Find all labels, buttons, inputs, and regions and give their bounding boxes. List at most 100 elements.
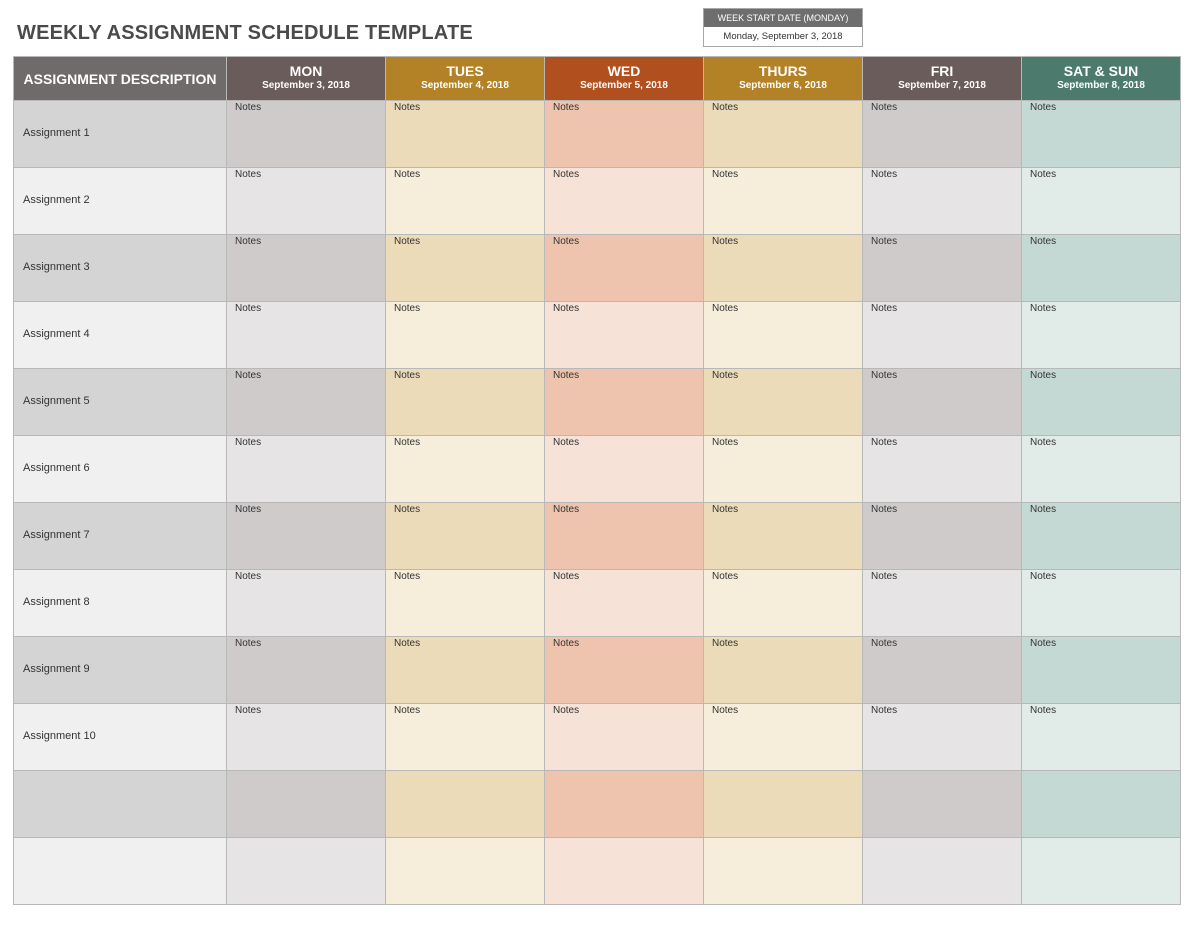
notes-cell-sat-sun[interactable] bbox=[1022, 771, 1181, 838]
notes-cell-thu[interactable]: Notes bbox=[704, 570, 863, 637]
notes-cell-mon[interactable]: Notes bbox=[227, 637, 386, 704]
assignment-description-cell[interactable]: Assignment 2 bbox=[14, 168, 227, 235]
notes-cell-thu[interactable]: Notes bbox=[704, 503, 863, 570]
notes-cell-thu[interactable]: Notes bbox=[704, 168, 863, 235]
assignment-description-cell[interactable]: Assignment 1 bbox=[14, 101, 227, 168]
notes-cell-mon[interactable]: Notes bbox=[227, 101, 386, 168]
notes-cell-tue[interactable]: Notes bbox=[386, 704, 545, 771]
notes-cell-tue[interactable]: Notes bbox=[386, 168, 545, 235]
page-title: WEEKLY ASSIGNMENT SCHEDULE TEMPLATE bbox=[17, 22, 473, 44]
notes-cell-thu[interactable]: Notes bbox=[704, 302, 863, 369]
notes-cell-thu[interactable] bbox=[704, 771, 863, 838]
notes-text: Notes bbox=[394, 236, 421, 247]
assignment-description-cell[interactable] bbox=[14, 838, 227, 905]
assignment-description-cell[interactable]: Assignment 5 bbox=[14, 369, 227, 436]
notes-cell-tue[interactable]: Notes bbox=[386, 235, 545, 302]
notes-cell-mon[interactable]: Notes bbox=[227, 503, 386, 570]
header-day-mon: MON September 3, 2018 bbox=[227, 57, 386, 101]
notes-cell-wed[interactable] bbox=[545, 771, 704, 838]
notes-cell-tue[interactable]: Notes bbox=[386, 101, 545, 168]
assignment-description-cell[interactable]: Assignment 10 bbox=[14, 704, 227, 771]
day-name: SAT & SUN bbox=[1063, 63, 1139, 79]
notes-cell-sat-sun[interactable]: Notes bbox=[1022, 369, 1181, 436]
assignment-description-cell[interactable]: Assignment 7 bbox=[14, 503, 227, 570]
notes-cell-fri[interactable]: Notes bbox=[863, 369, 1022, 436]
notes-cell-mon[interactable]: Notes bbox=[227, 235, 386, 302]
notes-text: Notes bbox=[712, 370, 739, 381]
notes-cell-tue[interactable]: Notes bbox=[386, 637, 545, 704]
notes-cell-mon[interactable] bbox=[227, 771, 386, 838]
assignment-description-cell[interactable]: Assignment 3 bbox=[14, 235, 227, 302]
assignment-description-cell[interactable]: Assignment 9 bbox=[14, 637, 227, 704]
notes-cell-fri[interactable]: Notes bbox=[863, 570, 1022, 637]
notes-cell-thu[interactable]: Notes bbox=[704, 235, 863, 302]
notes-cell-wed[interactable]: Notes bbox=[545, 503, 704, 570]
assignment-description-cell[interactable]: Assignment 6 bbox=[14, 436, 227, 503]
notes-cell-sat-sun[interactable]: Notes bbox=[1022, 302, 1181, 369]
notes-cell-fri[interactable]: Notes bbox=[863, 436, 1022, 503]
notes-cell-wed[interactable]: Notes bbox=[545, 168, 704, 235]
day-name: THURS bbox=[758, 63, 808, 79]
notes-cell-wed[interactable]: Notes bbox=[545, 570, 704, 637]
notes-cell-mon[interactable]: Notes bbox=[227, 704, 386, 771]
notes-cell-wed[interactable]: Notes bbox=[545, 637, 704, 704]
notes-text: Notes bbox=[235, 705, 262, 716]
assignment-description-cell[interactable]: Assignment 8 bbox=[14, 570, 227, 637]
notes-cell-tue[interactable] bbox=[386, 838, 545, 905]
notes-cell-mon[interactable]: Notes bbox=[227, 168, 386, 235]
notes-text: Notes bbox=[1030, 705, 1057, 716]
notes-cell-sat-sun[interactable]: Notes bbox=[1022, 168, 1181, 235]
notes-cell-thu[interactable]: Notes bbox=[704, 704, 863, 771]
notes-cell-fri[interactable]: Notes bbox=[863, 168, 1022, 235]
notes-cell-tue[interactable] bbox=[386, 771, 545, 838]
notes-cell-thu[interactable]: Notes bbox=[704, 101, 863, 168]
assignment-description-cell[interactable]: Assignment 4 bbox=[14, 302, 227, 369]
notes-cell-wed[interactable] bbox=[545, 838, 704, 905]
notes-cell-thu[interactable] bbox=[704, 838, 863, 905]
notes-cell-thu[interactable]: Notes bbox=[704, 637, 863, 704]
notes-cell-thu[interactable]: Notes bbox=[704, 369, 863, 436]
notes-cell-sat-sun[interactable]: Notes bbox=[1022, 637, 1181, 704]
notes-cell-tue[interactable]: Notes bbox=[386, 570, 545, 637]
notes-cell-sat-sun[interactable]: Notes bbox=[1022, 235, 1181, 302]
notes-cell-fri[interactable]: Notes bbox=[863, 704, 1022, 771]
notes-cell-tue[interactable]: Notes bbox=[386, 503, 545, 570]
notes-cell-wed[interactable]: Notes bbox=[545, 101, 704, 168]
notes-cell-fri[interactable]: Notes bbox=[863, 503, 1022, 570]
notes-text: Notes bbox=[712, 102, 739, 113]
table-row: Assignment 1 Notes Notes Notes Notes Notes Not… bbox=[14, 101, 1181, 168]
notes-cell-sat-sun[interactable]: Notes bbox=[1022, 570, 1181, 637]
notes-text: Notes bbox=[712, 236, 739, 247]
assignment-description: Assignment 8 bbox=[23, 596, 90, 608]
notes-cell-sat-sun[interactable]: Notes bbox=[1022, 101, 1181, 168]
notes-cell-mon[interactable]: Notes bbox=[227, 369, 386, 436]
table-row: Assignment 10 Notes Notes Notes Notes Notes No… bbox=[14, 704, 1181, 771]
notes-cell-mon[interactable]: Notes bbox=[227, 570, 386, 637]
notes-cell-tue[interactable]: Notes bbox=[386, 436, 545, 503]
notes-cell-fri[interactable]: Notes bbox=[863, 235, 1022, 302]
notes-cell-mon[interactable]: Notes bbox=[227, 302, 386, 369]
notes-cell-fri[interactable] bbox=[863, 838, 1022, 905]
notes-cell-wed[interactable]: Notes bbox=[545, 369, 704, 436]
notes-cell-wed[interactable]: Notes bbox=[545, 704, 704, 771]
notes-cell-fri[interactable]: Notes bbox=[863, 101, 1022, 168]
notes-cell-thu[interactable]: Notes bbox=[704, 436, 863, 503]
notes-cell-sat-sun[interactable]: Notes bbox=[1022, 704, 1181, 771]
notes-cell-wed[interactable]: Notes bbox=[545, 302, 704, 369]
notes-cell-mon[interactable]: Notes bbox=[227, 436, 386, 503]
week-start-value[interactable]: Monday, September 3, 2018 bbox=[723, 31, 843, 42]
notes-text: Notes bbox=[553, 303, 580, 314]
notes-cell-fri[interactable] bbox=[863, 771, 1022, 838]
notes-cell-tue[interactable]: Notes bbox=[386, 369, 545, 436]
notes-cell-mon[interactable] bbox=[227, 838, 386, 905]
notes-cell-tue[interactable]: Notes bbox=[386, 302, 545, 369]
assignment-description: Assignment 9 bbox=[23, 663, 90, 675]
notes-cell-wed[interactable]: Notes bbox=[545, 235, 704, 302]
assignment-description-cell[interactable] bbox=[14, 771, 227, 838]
notes-cell-sat-sun[interactable]: Notes bbox=[1022, 436, 1181, 503]
notes-cell-fri[interactable]: Notes bbox=[863, 302, 1022, 369]
notes-cell-fri[interactable]: Notes bbox=[863, 637, 1022, 704]
notes-cell-sat-sun[interactable] bbox=[1022, 838, 1181, 905]
notes-cell-sat-sun[interactable]: Notes bbox=[1022, 503, 1181, 570]
notes-cell-wed[interactable]: Notes bbox=[545, 436, 704, 503]
